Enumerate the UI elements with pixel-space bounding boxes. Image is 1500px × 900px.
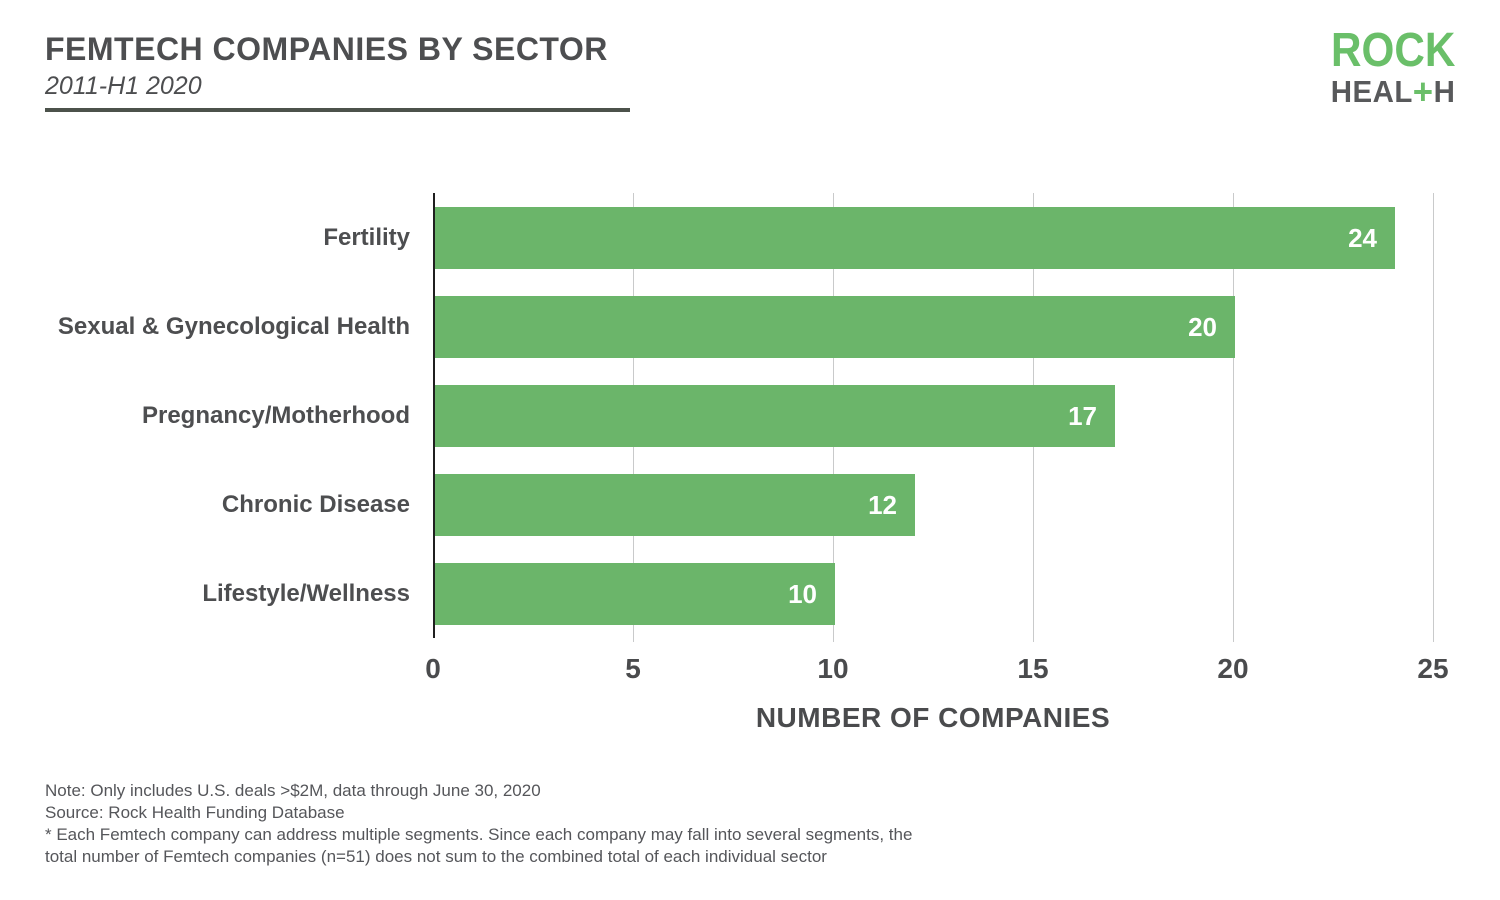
bar: 17 <box>435 385 1115 447</box>
category-labels: Fertility Sexual & Gynecological Health Pr… <box>0 193 410 642</box>
page-title: FEMTECH COMPANIES BY SECTOR <box>45 31 608 67</box>
x-tick-20: 20 <box>1217 653 1249 684</box>
category-label: Fertility <box>323 224 410 251</box>
bar: 12 <box>435 474 915 536</box>
category-label: Chronic Disease <box>221 491 410 518</box>
category-label: Pregnancy/Motherhood <box>141 402 410 429</box>
footnote-line: Note: Only includes U.S. deals >$2M, dat… <box>45 781 541 800</box>
x-axis-title: NUMBER OF COMPANIES <box>755 702 1111 733</box>
x-axis-tick-labels: 0 5 10 15 20 25 <box>425 650 1448 686</box>
gridline-25 <box>1433 193 1434 642</box>
bar-value-label: 10 <box>788 578 817 609</box>
bar: 24 <box>435 207 1395 269</box>
footnote-line: Source: Rock Health Funding Database <box>45 803 345 822</box>
y-axis-line <box>433 193 435 638</box>
bar-value-label: 20 <box>1188 311 1217 342</box>
x-tick-5: 5 <box>625 653 641 684</box>
page-subtitle: 2011-H1 2020 <box>45 72 202 100</box>
logo-plus-icon: + <box>1412 70 1434 112</box>
footnote-line: total number of Femtech companies (n=51)… <box>45 847 827 866</box>
footnotes: Note: Only includes U.S. deals >$2M, dat… <box>45 780 912 868</box>
category-label: Sexual & Gynecological Health <box>57 313 410 340</box>
logo-h: H <box>1433 73 1455 109</box>
logo-rock-text: ROCK <box>1330 24 1455 77</box>
bar-value-label: 24 <box>1348 222 1377 253</box>
logo-health-text: HEAL+H <box>1321 73 1455 110</box>
bar-value-label: 17 <box>1068 400 1097 431</box>
bar: 20 <box>435 296 1235 358</box>
bar-chart-plot-area: 24 20 17 12 10 <box>433 193 1434 642</box>
x-tick-25: 25 <box>1417 653 1449 684</box>
gridline-20 <box>1233 193 1234 642</box>
bar: 10 <box>435 563 835 625</box>
logo-heal: HEAL <box>1330 73 1413 109</box>
bar-value-label: 12 <box>868 489 897 520</box>
x-tick-15: 15 <box>1017 653 1049 684</box>
footnote-line: * Each Femtech company can address multi… <box>45 825 913 844</box>
x-tick-10: 10 <box>817 653 849 684</box>
x-tick-0: 0 <box>425 653 441 684</box>
title-underline <box>45 108 630 112</box>
rock-health-logo: ROCK HEAL+H <box>1314 24 1455 110</box>
category-label: Lifestyle/Wellness <box>202 580 410 607</box>
